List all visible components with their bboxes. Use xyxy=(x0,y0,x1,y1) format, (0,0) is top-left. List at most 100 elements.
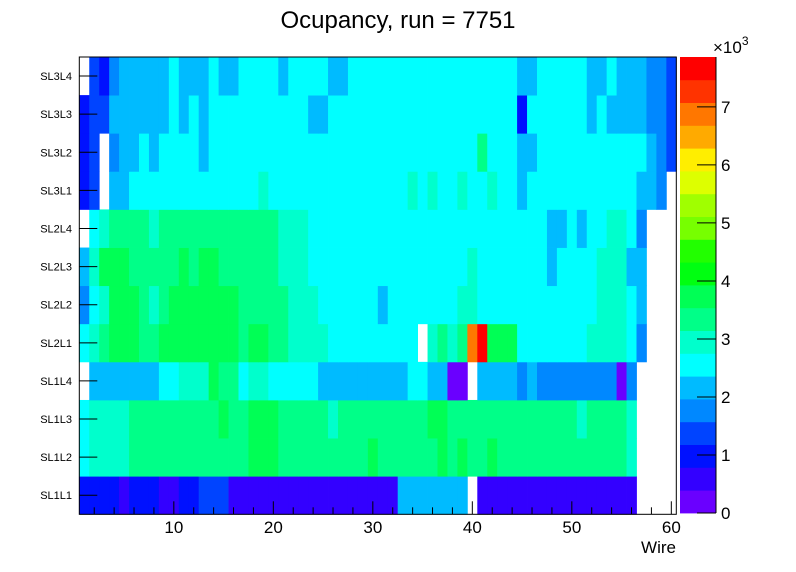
heatmap-cell xyxy=(606,285,617,325)
heatmap-cell xyxy=(427,133,438,172)
heatmap-cell xyxy=(407,95,418,134)
heatmap-cell xyxy=(487,399,498,439)
heatmap-cell xyxy=(596,247,608,287)
heatmap-cell xyxy=(606,247,617,287)
color-scale-swatch xyxy=(680,399,716,423)
heatmap-cell xyxy=(109,476,120,515)
heatmap-cell xyxy=(109,133,120,172)
heatmap-cell xyxy=(576,171,588,210)
heatmap-cell xyxy=(497,285,508,325)
heatmap-cell xyxy=(636,285,647,325)
heatmap-cell xyxy=(527,95,538,134)
heatmap-cell xyxy=(477,285,488,325)
heatmap-cell xyxy=(556,323,568,363)
heatmap-cell xyxy=(139,399,150,439)
heatmap-cell xyxy=(99,57,110,96)
heatmap-cell xyxy=(298,476,309,515)
heatmap-cell xyxy=(537,476,548,515)
heatmap-cell xyxy=(268,323,279,363)
heatmap-cell xyxy=(198,247,210,287)
x-tick-label: 50 xyxy=(562,518,581,537)
heatmap-cell xyxy=(347,399,359,439)
heatmap-cell xyxy=(507,438,518,477)
heatmap-cell xyxy=(666,133,677,172)
x-tick-label: 20 xyxy=(264,518,283,537)
heatmap-cell xyxy=(507,95,518,134)
heatmap-cell xyxy=(556,438,568,477)
heatmap-cell xyxy=(437,171,448,210)
heatmap-cell xyxy=(546,361,558,401)
heatmap-cell xyxy=(109,95,120,134)
heatmap-cell xyxy=(268,171,279,210)
color-scale-swatch xyxy=(680,171,716,195)
heatmap-cell xyxy=(288,171,299,210)
heatmap-cell xyxy=(298,171,309,210)
heatmap-cell xyxy=(517,438,528,477)
heatmap-cell xyxy=(208,323,219,363)
heatmap-cell xyxy=(208,247,219,287)
heatmap-cell xyxy=(576,323,588,363)
y-axis: SL1L1 SL1L2 SL1L3 SL1L4 SL2L1 SL2L2 SL2L3 SL2L4… xyxy=(40,71,98,502)
heatmap-cell xyxy=(606,209,617,248)
x-tick-label: 30 xyxy=(363,518,382,537)
heatmap-cell xyxy=(158,171,170,210)
color-scale-swatch xyxy=(680,330,716,354)
y-tick-label: SL2L1 xyxy=(40,338,72,350)
heatmap-cell xyxy=(338,95,349,134)
heatmap-cell xyxy=(397,438,409,477)
heatmap-cell xyxy=(487,323,498,363)
heatmap-cell xyxy=(626,323,637,363)
heatmap-cell xyxy=(278,323,289,363)
color-scale-swatch xyxy=(680,444,716,468)
heatmap-cell xyxy=(367,476,379,515)
heatmap-cell xyxy=(367,247,379,287)
heatmap-cell xyxy=(616,209,627,248)
heatmap-cell xyxy=(586,285,598,325)
heatmap-cell xyxy=(238,285,249,325)
heatmap-cell xyxy=(517,95,528,134)
heatmap-cell xyxy=(119,133,130,172)
heatmap-cell xyxy=(99,285,110,325)
heatmap-cell xyxy=(517,133,528,172)
heatmap-cell xyxy=(626,399,637,439)
heatmap-cell xyxy=(148,438,160,477)
heatmap-cell xyxy=(168,399,180,439)
heatmap-cell xyxy=(357,171,369,210)
heatmap-cell xyxy=(417,209,428,248)
heatmap-cell xyxy=(357,399,369,439)
heatmap-cell xyxy=(507,323,518,363)
heatmap-cell xyxy=(546,247,558,287)
heatmap-cell xyxy=(119,361,130,401)
heatmap-cell xyxy=(586,209,598,248)
heatmap-cell xyxy=(99,209,110,248)
heatmap-cell xyxy=(208,438,219,477)
heatmap-cell xyxy=(248,247,259,287)
heatmap-cell xyxy=(318,323,329,363)
heatmap-cell xyxy=(586,247,598,287)
heatmap-cell xyxy=(148,399,160,439)
heatmap-cell xyxy=(566,399,578,439)
heatmap-cell xyxy=(338,171,349,210)
heatmap-cell xyxy=(527,476,538,515)
heatmap-cell xyxy=(178,399,190,439)
heatmap-cells xyxy=(79,57,677,515)
heatmap-cell xyxy=(397,323,409,363)
heatmap-cell xyxy=(99,438,110,477)
heatmap-cell xyxy=(198,285,210,325)
heatmap-cell xyxy=(437,438,448,477)
heatmap-cell xyxy=(109,285,120,325)
heatmap-cell xyxy=(576,209,588,248)
heatmap-cell xyxy=(198,361,210,401)
plot-frame xyxy=(78,56,677,515)
x-tick-label: 40 xyxy=(463,518,482,537)
heatmap-cell xyxy=(596,133,608,172)
heatmap-cell xyxy=(188,285,200,325)
heatmap-cell xyxy=(208,95,219,134)
heatmap-cell xyxy=(556,285,568,325)
heatmap-cell xyxy=(357,323,369,363)
color-scale-swatch xyxy=(680,148,716,172)
heatmap-cell xyxy=(328,399,339,439)
heatmap-cell xyxy=(357,133,369,172)
heatmap-cell xyxy=(99,323,110,363)
y-tick-label: SL2L2 xyxy=(40,300,72,312)
